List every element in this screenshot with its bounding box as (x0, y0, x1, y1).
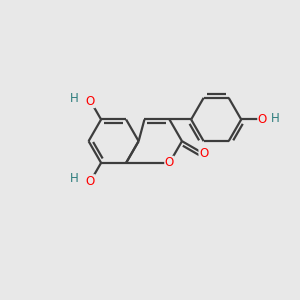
Text: O: O (199, 147, 208, 160)
Text: H: H (70, 172, 79, 185)
Text: O: O (86, 94, 95, 108)
Text: H: H (70, 92, 79, 105)
Text: O: O (258, 113, 267, 126)
Text: H: H (271, 112, 280, 124)
Text: O: O (86, 175, 95, 188)
Text: O: O (165, 156, 174, 169)
